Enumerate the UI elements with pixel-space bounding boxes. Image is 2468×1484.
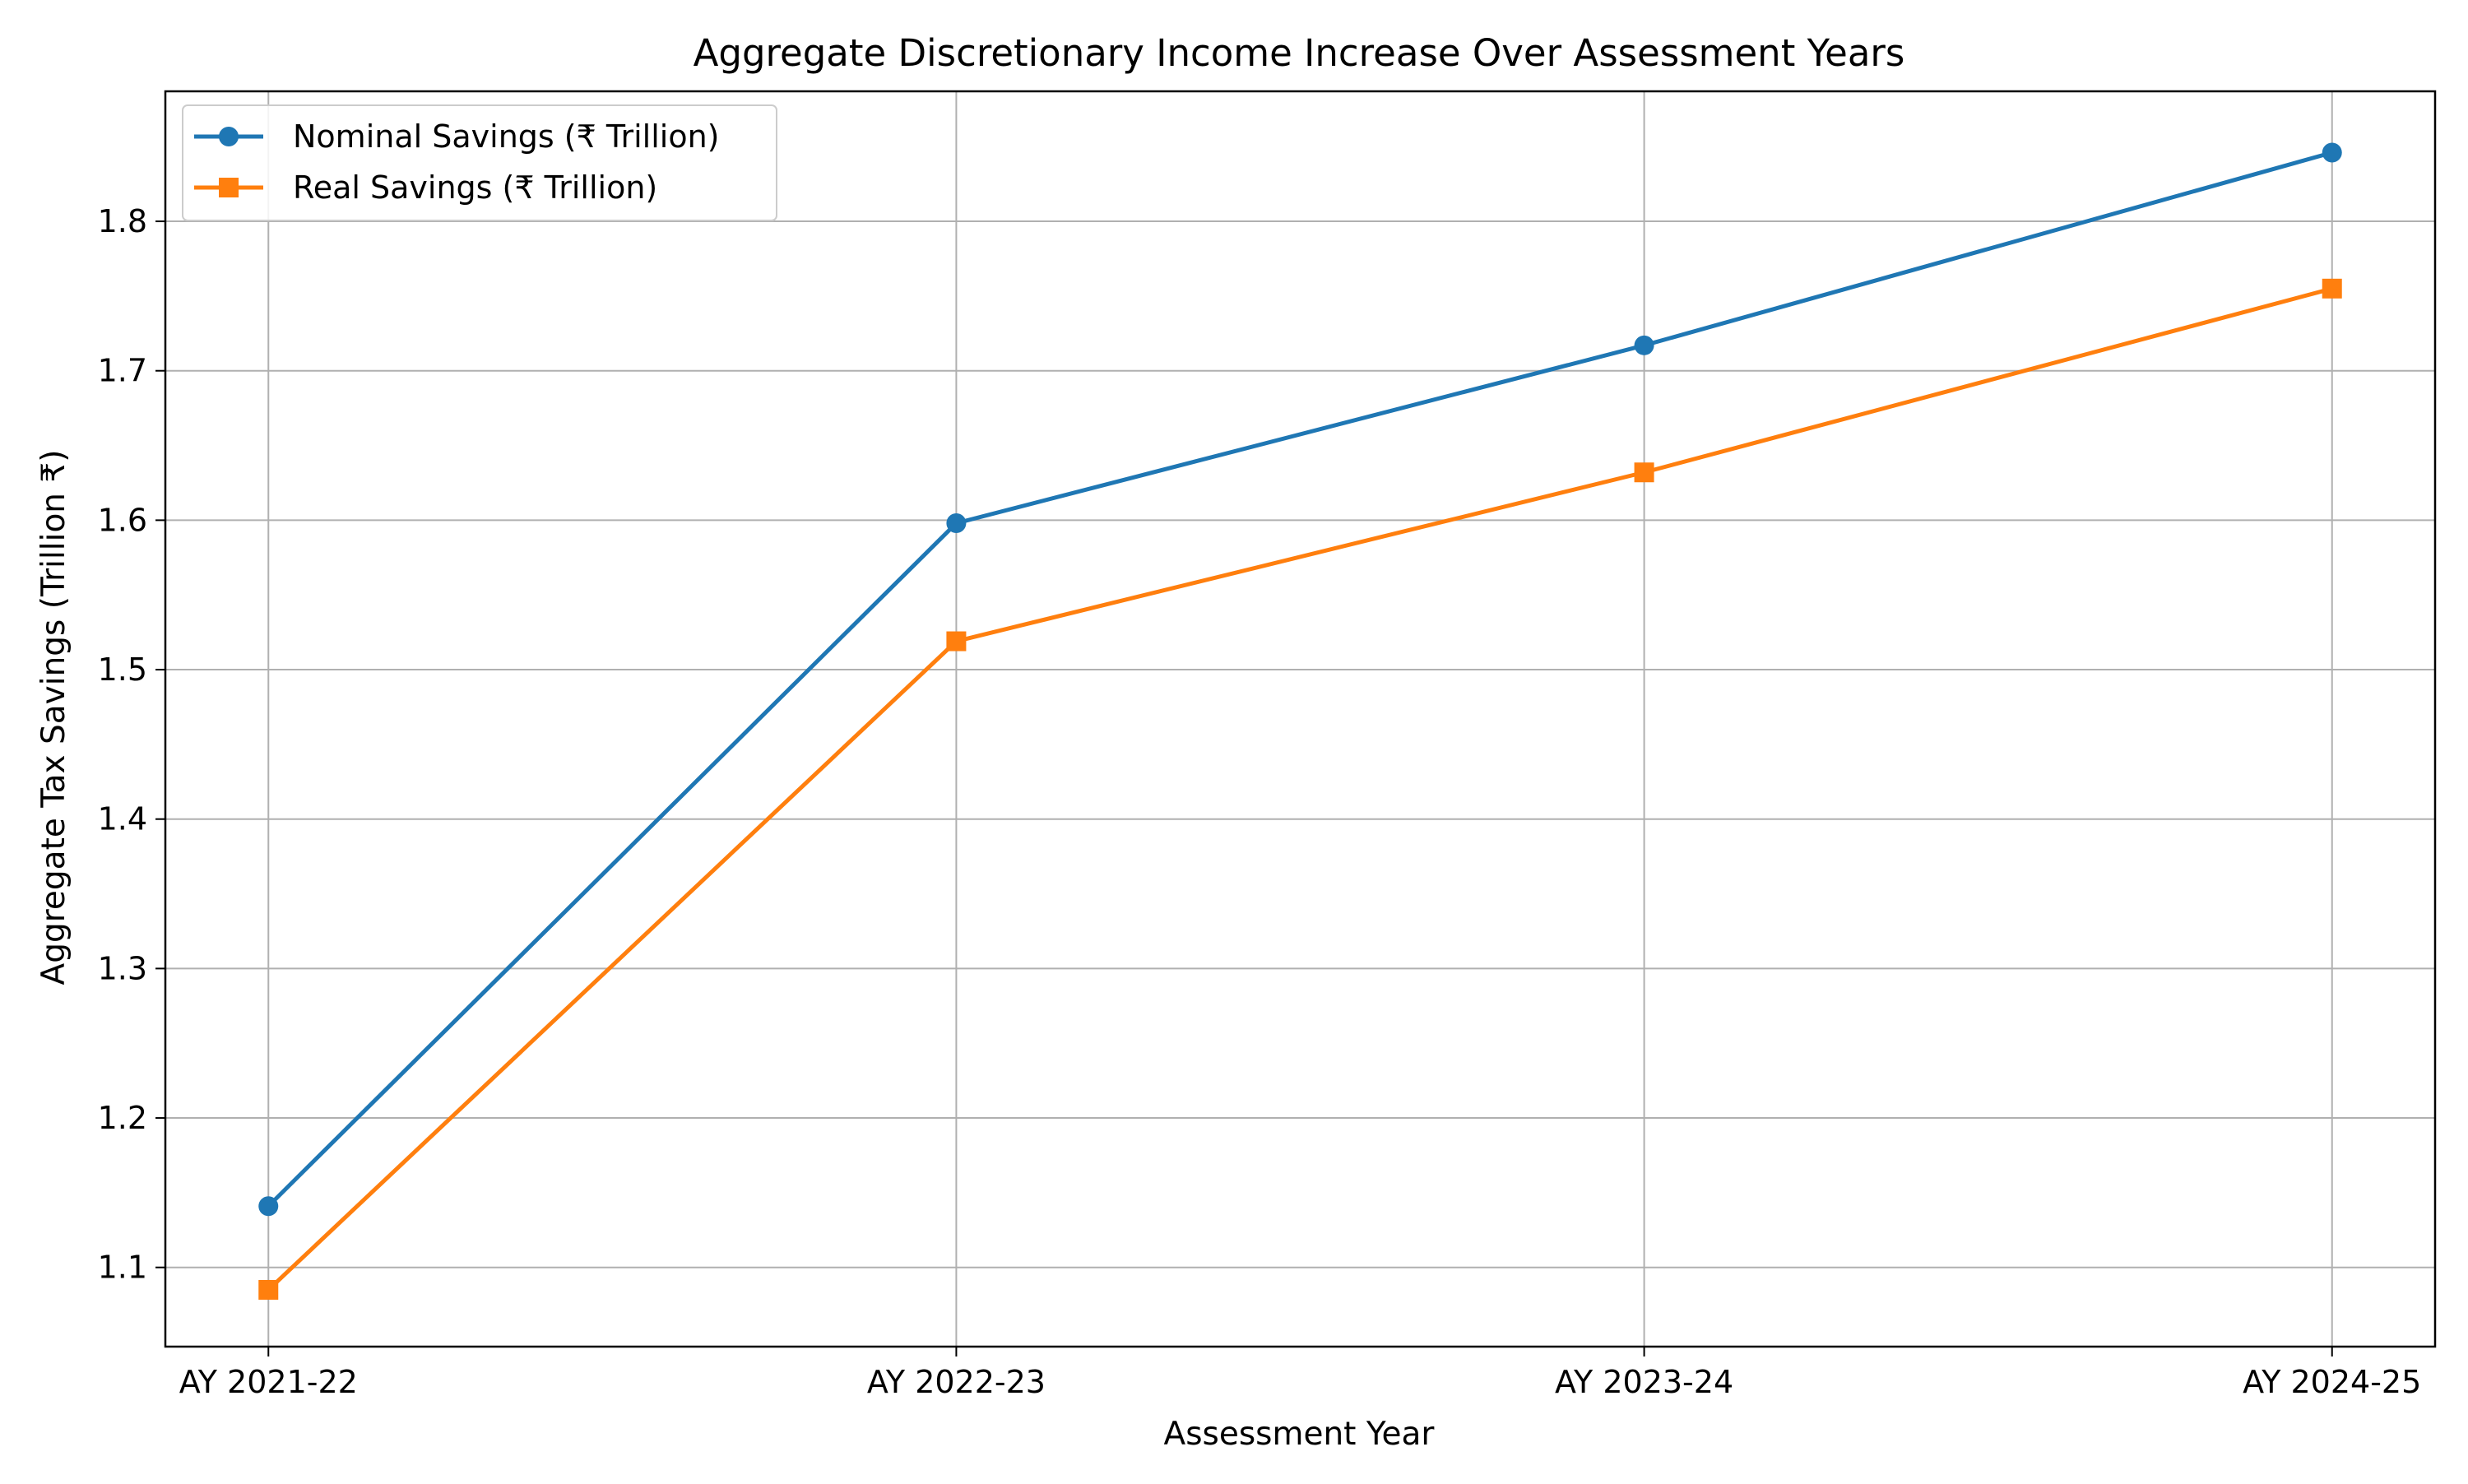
legend-item-1: Nominal Savings (₹ Trillion) <box>194 118 720 155</box>
y-axis-label: Aggregate Tax Savings (Trillion ₹) <box>35 450 72 985</box>
series-2 <box>258 278 2342 1300</box>
legend-item-2: Real Savings (₹ Trillion) <box>194 169 657 206</box>
data-point <box>1634 335 1654 355</box>
legend-marker <box>219 178 239 197</box>
series-line <box>267 151 2333 1208</box>
axis-ticks: 1.1 1.2 1.3 1.4 1.5 1.6 1.7 1.8 AY 2021-22 AY 202… <box>98 203 2422 1400</box>
data-point <box>2322 142 2342 163</box>
y-tick-label: 1.1 <box>98 1250 147 1286</box>
legend-marker <box>219 127 239 146</box>
data-point <box>946 513 967 534</box>
grid-lines <box>165 91 2435 1347</box>
series-1 <box>258 142 2342 1217</box>
data-point <box>258 1279 279 1300</box>
y-tick-label: 1.6 <box>98 502 147 538</box>
legend-label: Nominal Savings (₹ Trillion) <box>293 118 720 155</box>
data-point <box>2322 278 2342 299</box>
series-lines <box>258 142 2342 1300</box>
x-tick-label: AY 2023-24 <box>1555 1364 1733 1400</box>
legend-box <box>182 104 777 221</box>
x-tick-label: AY 2022-23 <box>867 1364 1046 1400</box>
y-tick-label: 1.4 <box>98 801 147 837</box>
chart-title: Aggregate Discretionary Income Increase … <box>694 31 1905 75</box>
y-tick-label: 1.3 <box>98 950 147 986</box>
y-tick-label: 1.8 <box>98 203 147 239</box>
data-point <box>946 631 967 652</box>
plot-area <box>164 90 2437 1348</box>
x-axis-label: Assessment Year <box>1164 1416 1436 1453</box>
x-tick-label: AY 2021-22 <box>179 1364 358 1400</box>
data-point <box>1634 462 1654 483</box>
legend-label: Real Savings (₹ Trillion) <box>293 169 657 206</box>
y-tick-label: 1.5 <box>98 652 147 688</box>
y-tick-label: 1.2 <box>98 1100 147 1136</box>
data-point <box>258 1196 279 1217</box>
x-tick-label: AY 2024-25 <box>2243 1364 2421 1400</box>
y-tick-label: 1.7 <box>98 353 147 389</box>
series-line <box>267 286 2333 1292</box>
legend: Nominal Savings (₹ Trillion) Real Savings… <box>182 104 777 221</box>
